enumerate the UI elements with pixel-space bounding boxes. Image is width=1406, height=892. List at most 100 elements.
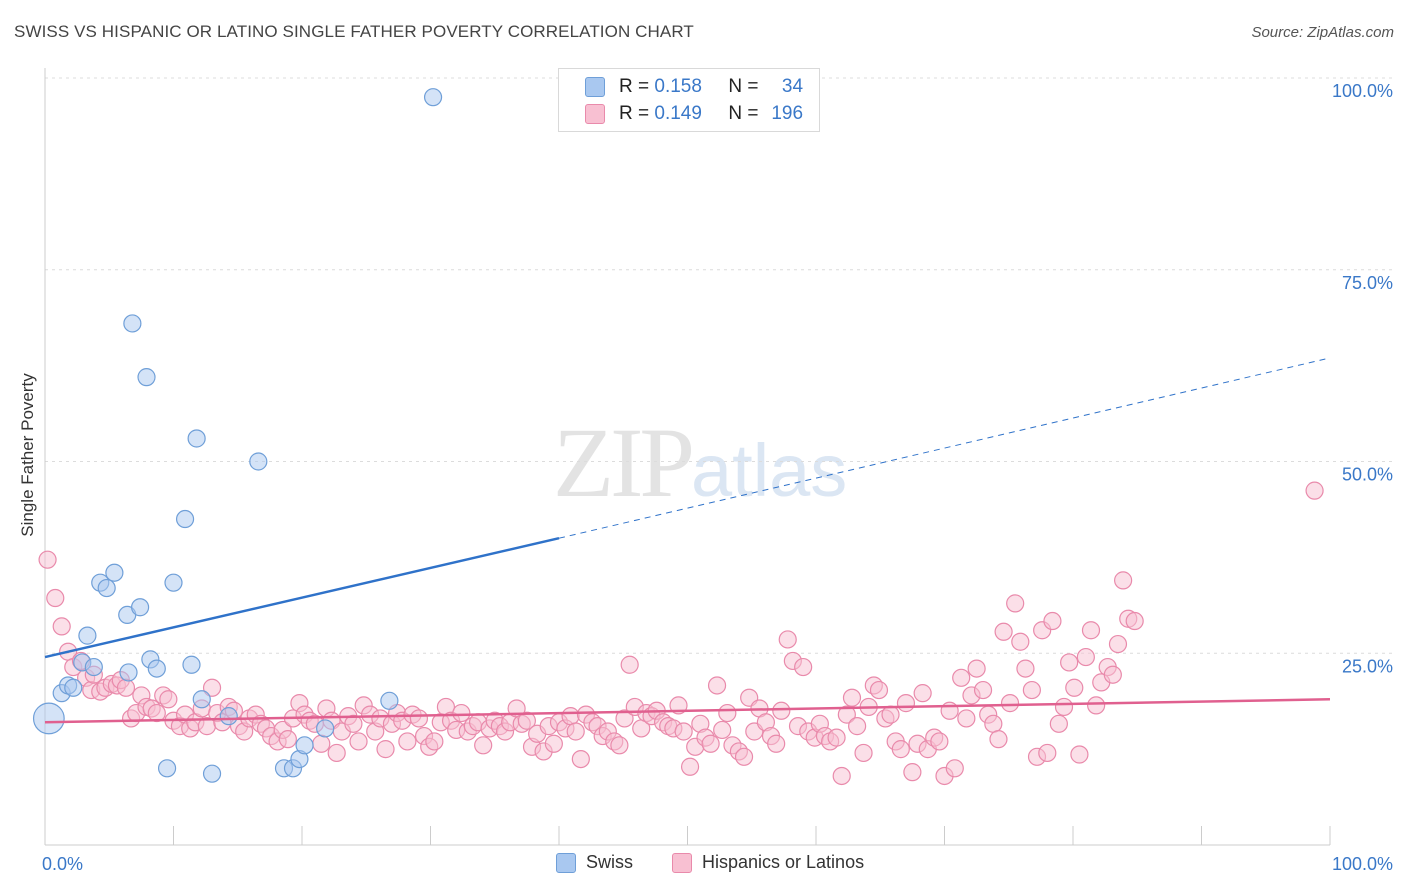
swiss-point <box>192 690 211 709</box>
swiss-point <box>157 759 177 778</box>
r-value: 0.149 <box>654 103 702 124</box>
hispanic-point <box>772 701 791 720</box>
hispanic-point <box>827 728 846 747</box>
n-value: 34 <box>781 76 804 97</box>
hispanic-point <box>1038 743 1057 763</box>
swiss-point <box>123 314 142 333</box>
hispanic-point <box>903 763 922 782</box>
hispanic-point <box>561 707 580 726</box>
hispanic-swatch <box>672 852 692 873</box>
swiss-point <box>202 764 222 783</box>
hispanic-point <box>38 550 57 569</box>
swiss-swatch <box>556 852 576 873</box>
swiss-point <box>147 659 166 678</box>
hispanic-point <box>474 736 493 755</box>
hispanic-point <box>1006 594 1025 613</box>
swiss-point <box>64 678 83 697</box>
hispanic-point <box>1108 634 1128 654</box>
swiss-point <box>97 578 116 598</box>
hispanic-point <box>610 736 629 755</box>
hispanic-point <box>344 714 363 733</box>
source-label: Source: ZipAtlas.com <box>1251 24 1394 41</box>
hispanic-point <box>1054 697 1074 717</box>
hispanic-point <box>869 680 889 700</box>
hispanic-point <box>989 730 1008 749</box>
hispanic-point <box>1070 745 1089 764</box>
legend: Swiss Hispanics or Latinos <box>0 852 1406 876</box>
swiss-point <box>187 429 206 448</box>
watermark-atlas: atlas <box>691 429 848 512</box>
legend-item-hispanic[interactable]: Hispanics or Latinos <box>672 852 864 873</box>
swiss-trend-line <box>44 536 560 659</box>
watermark-zip: ZIP <box>553 407 695 518</box>
hispanic-point <box>278 730 297 749</box>
swiss-point <box>249 452 268 471</box>
hispanic-point <box>734 747 754 766</box>
r-label: R = <box>619 103 650 124</box>
swiss-point <box>130 598 150 617</box>
hispanic-point <box>680 757 700 776</box>
hispanic-point <box>425 732 444 751</box>
x-tick-label: 100.0% <box>1332 854 1393 874</box>
hispanic-point <box>566 722 585 741</box>
hispanic-trend-line <box>44 698 1331 724</box>
hispanic-point <box>544 734 563 753</box>
hispanic-point <box>620 655 639 674</box>
stats-row-hispanic: R = 0.149 N = 196 <box>585 102 803 126</box>
hispanic-point <box>571 749 590 769</box>
hispanic-point <box>967 659 986 678</box>
swiss-point <box>119 663 138 682</box>
hispanic-point <box>398 732 417 751</box>
hispanic-point <box>952 668 971 687</box>
hispanic-point <box>312 734 331 753</box>
legend-item-swiss[interactable]: Swiss <box>556 852 633 873</box>
hispanic-point <box>854 743 873 763</box>
swiss-point <box>137 368 156 387</box>
hispanic-point <box>159 690 178 709</box>
hispanic-point <box>718 703 737 723</box>
swiss-swatch <box>585 77 605 97</box>
hispanic-point <box>1076 647 1095 667</box>
hispanic-point <box>147 703 166 723</box>
chart-title: SWISS VS HISPANIC OR LATINO SINGLE FATHE… <box>14 22 694 41</box>
y-tick-label: 75.0% <box>1342 273 1393 293</box>
hispanic-point <box>848 717 867 736</box>
swiss-point <box>175 509 195 529</box>
hispanic-point <box>349 732 368 751</box>
hispanic-point <box>615 709 634 728</box>
swiss-point <box>164 573 183 592</box>
hispanic-point <box>1305 481 1324 500</box>
hispanic-point <box>778 630 797 649</box>
hispanic-point <box>973 680 993 700</box>
hispanic-point <box>945 759 964 778</box>
hispanic-point <box>984 714 1003 733</box>
hispanic-point <box>891 740 910 759</box>
hispanic-point <box>674 722 693 741</box>
hispanic-swatch <box>585 104 605 124</box>
n-label: N = <box>728 103 759 124</box>
n-value: 196 <box>771 103 804 124</box>
hispanic-point <box>202 678 222 697</box>
swiss-point <box>316 719 335 738</box>
swiss-point <box>32 702 65 735</box>
hispanic-point <box>713 720 732 740</box>
hispanic-point <box>881 705 900 724</box>
hispanic-point <box>957 709 976 728</box>
hispanic-point <box>994 622 1013 641</box>
hispanic-point <box>1049 714 1068 733</box>
hispanic-point <box>1065 678 1084 697</box>
hispanic-point <box>1011 632 1030 651</box>
hispanic-point <box>767 734 786 753</box>
hispanic-point <box>116 678 136 697</box>
x-tick-label: 0.0% <box>42 854 83 874</box>
hispanic-point <box>1043 611 1062 631</box>
swiss-point <box>105 563 124 582</box>
hispanic-point <box>837 705 856 724</box>
swiss-point <box>295 736 314 755</box>
legend-label: Hispanics or Latinos <box>702 852 865 872</box>
hispanic-point <box>517 711 536 730</box>
hispanic-point <box>376 740 395 759</box>
swiss-point <box>380 691 399 710</box>
hispanic-point <box>1081 621 1101 640</box>
